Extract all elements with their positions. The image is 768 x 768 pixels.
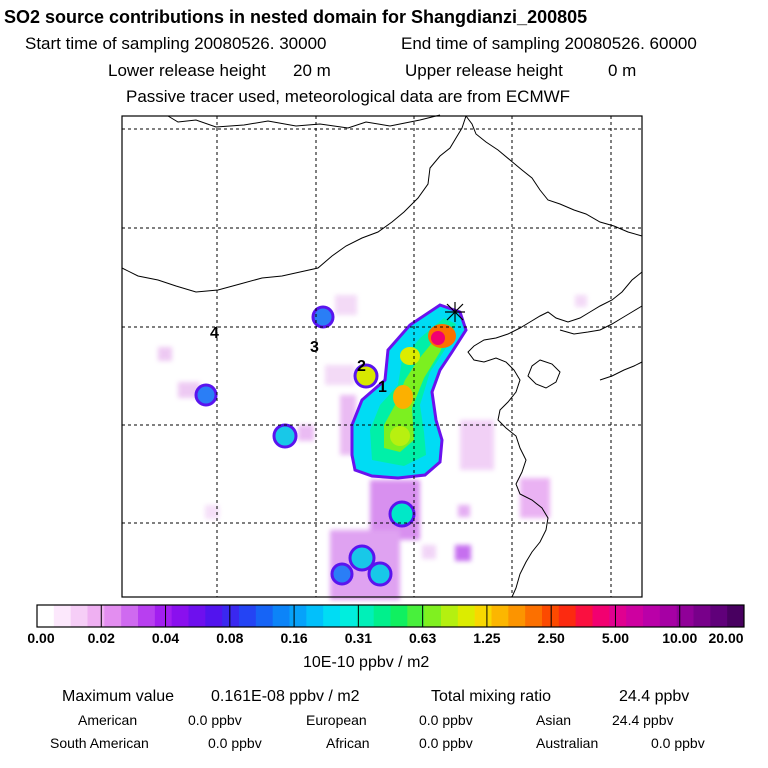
colorbar-cell bbox=[659, 605, 678, 627]
colorbar-cell bbox=[390, 605, 408, 627]
colorbar-tick-label: 10.00 bbox=[662, 630, 698, 646]
plume-halo bbox=[158, 295, 587, 600]
region-name: Australian bbox=[536, 735, 599, 751]
region-name: African bbox=[326, 735, 370, 751]
site-label-3: 3 bbox=[310, 339, 319, 356]
site-label-2: 2 bbox=[357, 358, 366, 375]
colorbar-cell bbox=[474, 605, 492, 627]
colorbar-cell bbox=[407, 605, 425, 627]
isolated-blobs bbox=[194, 305, 416, 587]
lower-release-label: Lower release height bbox=[108, 61, 266, 80]
colorbar-cell bbox=[356, 605, 375, 627]
colorbar-cell bbox=[643, 605, 661, 627]
colorbar-cell bbox=[37, 605, 55, 627]
colorbar-cell bbox=[491, 605, 509, 627]
colorbar-cell bbox=[676, 605, 694, 627]
upper-release-value: 0 m bbox=[608, 61, 637, 80]
region-value: 24.4 ppbv bbox=[612, 712, 674, 728]
colorbar-cell bbox=[441, 605, 459, 627]
coastlines bbox=[121, 114, 643, 598]
star-cross-icon bbox=[445, 302, 465, 322]
colorbar-cell bbox=[558, 605, 577, 627]
region-value: 0.0 ppbv bbox=[419, 712, 473, 728]
colorbar-tick-label: 5.00 bbox=[601, 630, 630, 646]
colorbar-cell bbox=[340, 605, 358, 627]
colorbar-cell bbox=[727, 605, 745, 627]
colorbar-tick-label: 0.08 bbox=[216, 630, 244, 646]
colorbar-cell bbox=[525, 605, 543, 627]
colorbar-cell bbox=[693, 605, 711, 627]
region-name: Asian bbox=[536, 712, 572, 728]
colorbar-cell bbox=[508, 605, 526, 627]
colorbar-cell bbox=[138, 605, 156, 627]
colorbar-units: 10E-10 ppbv / m2 bbox=[303, 654, 430, 671]
colorbar-cell bbox=[306, 605, 324, 627]
colorbar-cell bbox=[457, 605, 476, 627]
colorbar-tick-label: 0.16 bbox=[280, 630, 308, 646]
total-mixing-value: 24.4 ppbv bbox=[619, 688, 690, 705]
colorbar-tick-label: 2.50 bbox=[537, 630, 565, 646]
colorbar-cell bbox=[154, 605, 173, 627]
colorbar-cell bbox=[205, 605, 223, 627]
map-grid bbox=[122, 116, 642, 597]
colorbar-tick-label: 20.00 bbox=[708, 630, 744, 646]
region-name: South American bbox=[50, 735, 149, 751]
colorbar bbox=[37, 605, 745, 627]
colorbar-tick-label: 1.25 bbox=[473, 630, 501, 646]
colorbar-cell bbox=[188, 605, 206, 627]
plot-title: SO2 source contributions in nested domai… bbox=[4, 7, 588, 27]
max-value: 0.161E-08 ppbv / m2 bbox=[211, 688, 360, 705]
colorbar-cell bbox=[592, 605, 610, 627]
colorbar-cell bbox=[272, 605, 290, 627]
site-label-4: 4 bbox=[210, 325, 219, 342]
colorbar-cell bbox=[239, 605, 257, 627]
colorbar-cell bbox=[289, 605, 307, 627]
colorbar-cell bbox=[222, 605, 240, 627]
colorbar-tick-label: 0.04 bbox=[151, 630, 180, 646]
colorbar-cell bbox=[87, 605, 105, 627]
upper-release-label: Upper release height bbox=[405, 61, 563, 80]
colorbar-cell bbox=[373, 605, 391, 627]
tracer-note: Passive tracer used, meteorological data… bbox=[126, 87, 571, 106]
colorbar-tick-label: 0.00 bbox=[27, 630, 55, 646]
colorbar-tick-label: 0.31 bbox=[344, 630, 372, 646]
max-value-label: Maximum value bbox=[62, 688, 175, 705]
region-value: 0.0 ppbv bbox=[419, 735, 473, 751]
colorbar-tick-label: 0.02 bbox=[87, 630, 115, 646]
map-frame bbox=[121, 115, 643, 598]
colorbar-cell bbox=[626, 605, 644, 627]
region-value: 0.0 ppbv bbox=[208, 735, 262, 751]
colorbar-cell bbox=[53, 605, 72, 627]
colorbar-frame bbox=[36, 604, 745, 628]
region-name: European bbox=[306, 712, 367, 728]
colorbar-cell bbox=[710, 605, 728, 627]
colorbar-cell bbox=[104, 605, 122, 627]
end-time-label: End time of sampling 20080526. 60000 bbox=[401, 34, 697, 53]
region-value: 0.0 ppbv bbox=[188, 712, 242, 728]
total-mixing-label: Total mixing ratio bbox=[431, 688, 552, 705]
colorbar-cell bbox=[542, 605, 560, 627]
region-value: 0.0 ppbv bbox=[651, 735, 705, 751]
region-name: American bbox=[78, 712, 138, 728]
colorbar-cell bbox=[70, 605, 88, 627]
site-label-1: 1 bbox=[378, 379, 387, 396]
colorbar-cell bbox=[171, 605, 189, 627]
colorbar-cell bbox=[575, 605, 593, 627]
colorbar-cell bbox=[424, 605, 442, 627]
start-time-label: Start time of sampling 20080526. 30000 bbox=[25, 34, 327, 53]
colorbar-tick-label: 0.63 bbox=[409, 630, 437, 646]
main-plume bbox=[350, 303, 468, 480]
lower-release-value: 20 m bbox=[293, 61, 331, 80]
colorbar-cell bbox=[255, 605, 274, 627]
colorbar-cell bbox=[323, 605, 341, 627]
colorbar-dividers bbox=[100, 605, 681, 627]
colorbar-cell bbox=[609, 605, 627, 627]
colorbar-cell bbox=[121, 605, 139, 627]
